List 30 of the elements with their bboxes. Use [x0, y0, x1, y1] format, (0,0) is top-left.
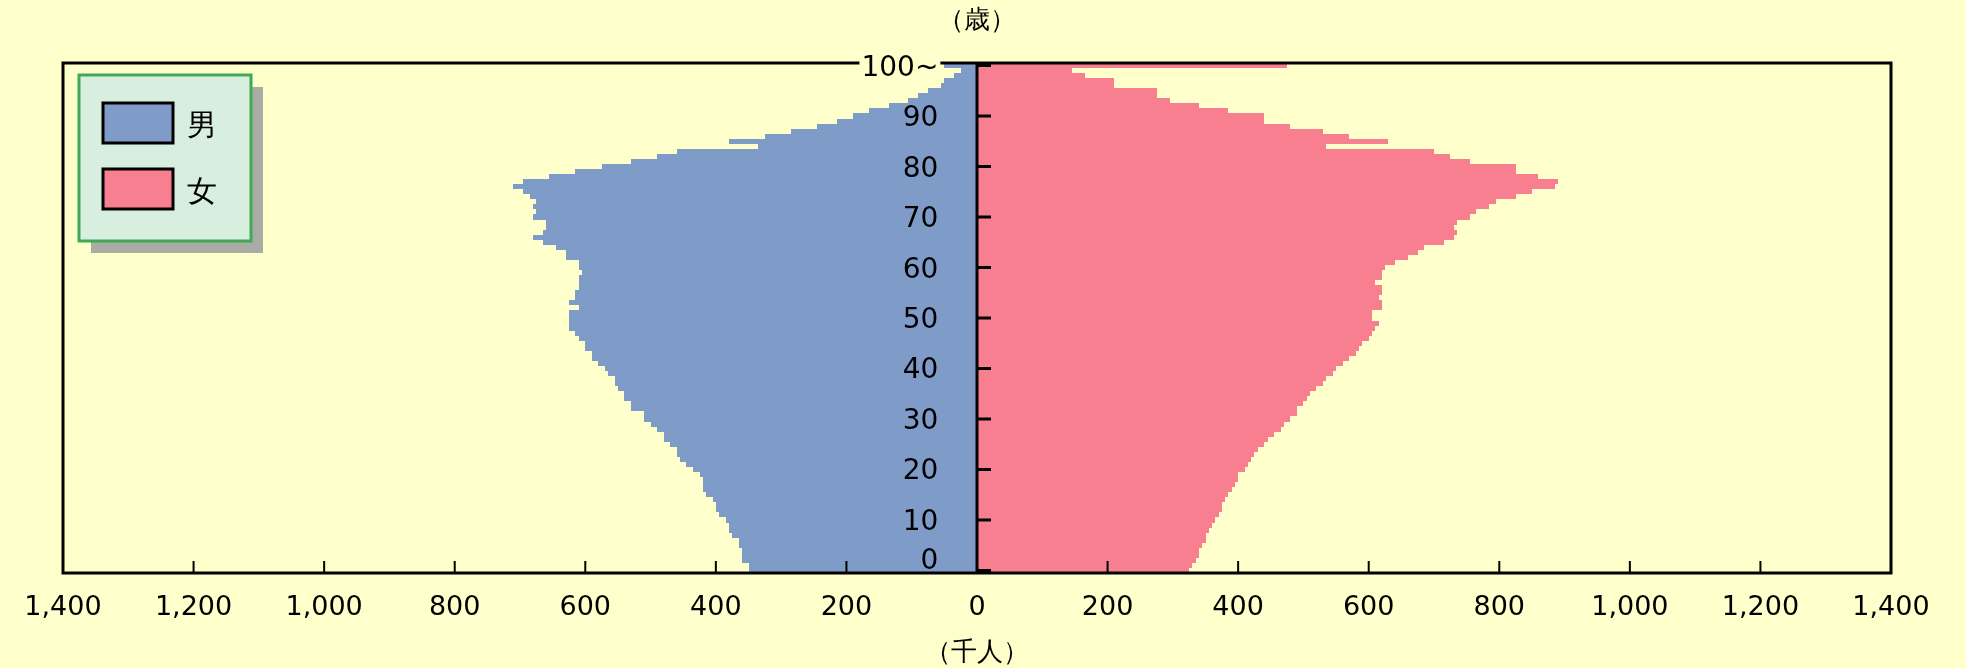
x-tick-label: 200 [820, 590, 873, 621]
x-tick-label: 600 [559, 590, 612, 621]
x-tick-label: 400 [690, 590, 742, 621]
x-tick-label: 800 [1473, 590, 1526, 621]
y-tick-label: 70 [902, 201, 939, 235]
y-tick-label: 20 [902, 453, 939, 487]
x-tick-label: 400 [1212, 590, 1264, 621]
x-axis-title: （千人） [925, 636, 1029, 666]
x-tick-label: 1,400 [24, 590, 102, 621]
x-tick-label: 600 [1342, 590, 1395, 621]
x-tick-label: 1,000 [285, 590, 363, 621]
y-tick-label: 0 [920, 543, 939, 576]
y-tick-label: 60 [902, 251, 939, 285]
x-tick-label: 1,200 [154, 590, 233, 621]
legend-label: 女 [187, 173, 217, 208]
y-axis-title: （歳） [938, 4, 1016, 34]
y-tick-label: 90 [902, 100, 939, 134]
x-tick-label: 0 [968, 590, 986, 621]
legend-label: 男 [187, 107, 217, 142]
y-tick-label: 50 [902, 302, 939, 335]
y-tick-label: 10 [902, 503, 939, 537]
x-tick-label: 1,000 [1591, 590, 1669, 621]
x-tick-label: 1,400 [1852, 590, 1930, 621]
y-tick-label: 80 [902, 150, 939, 184]
y-tick-label: 40 [902, 352, 939, 386]
x-tick-label: 200 [1081, 590, 1134, 621]
y-tick-label: 100~ [861, 49, 939, 83]
x-tick-label: 1,200 [1721, 590, 1800, 621]
x-tick-label: 800 [428, 590, 481, 621]
y-tick-label: 30 [902, 402, 939, 436]
